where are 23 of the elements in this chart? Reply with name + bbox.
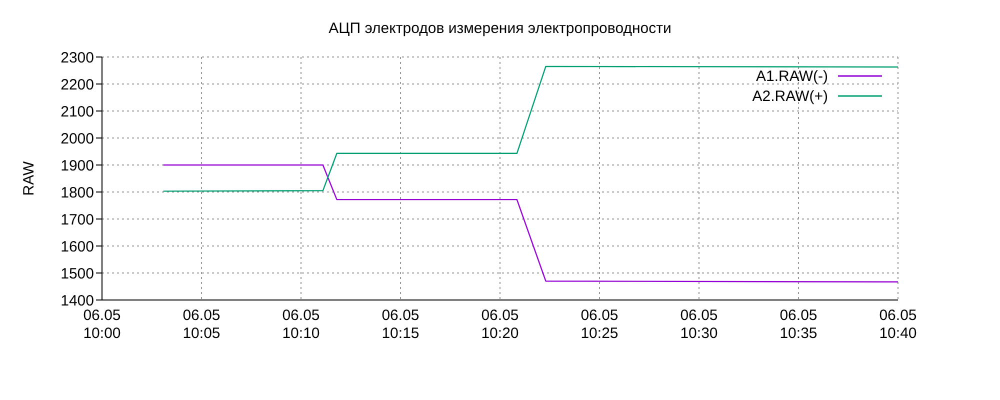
y-axis-title: RAW [20,160,38,196]
y-tick-label: 1600 [60,238,94,256]
x-tick-label: 06.05 10:00 [83,307,121,342]
y-tick-label: 2300 [60,49,94,66]
x-tick-label: 06.05 10:40 [879,307,917,342]
y-tick-label: 1400 [60,292,94,310]
x-tick-label: 06.05 10:25 [580,307,618,342]
chart-title: АЦП электродов измерения электропроводности [328,20,672,37]
y-tick-label: 1500 [60,265,94,282]
x-tick-label: 06.05 10:15 [382,307,420,342]
x-tick-label: 06.05 10:30 [680,307,718,342]
y-tick-label: 2000 [60,130,94,148]
y-tick-label: 1700 [60,211,94,228]
y-tick-label: 2200 [60,76,94,94]
legend-label: A1.RAW(-) [756,68,828,84]
x-tick-label: 06.05 10:20 [481,307,519,342]
y-tick-label: 1800 [60,184,94,202]
y-tick-label: 1900 [60,157,94,174]
y-tick-label: 2100 [60,103,94,120]
x-tick-label: 06.05 10:35 [780,307,818,342]
legend-label: A2.RAW(+) [752,88,828,104]
x-tick-label: 06.05 10:05 [182,307,220,342]
x-tick-label: 06.05 10:10 [282,307,320,342]
